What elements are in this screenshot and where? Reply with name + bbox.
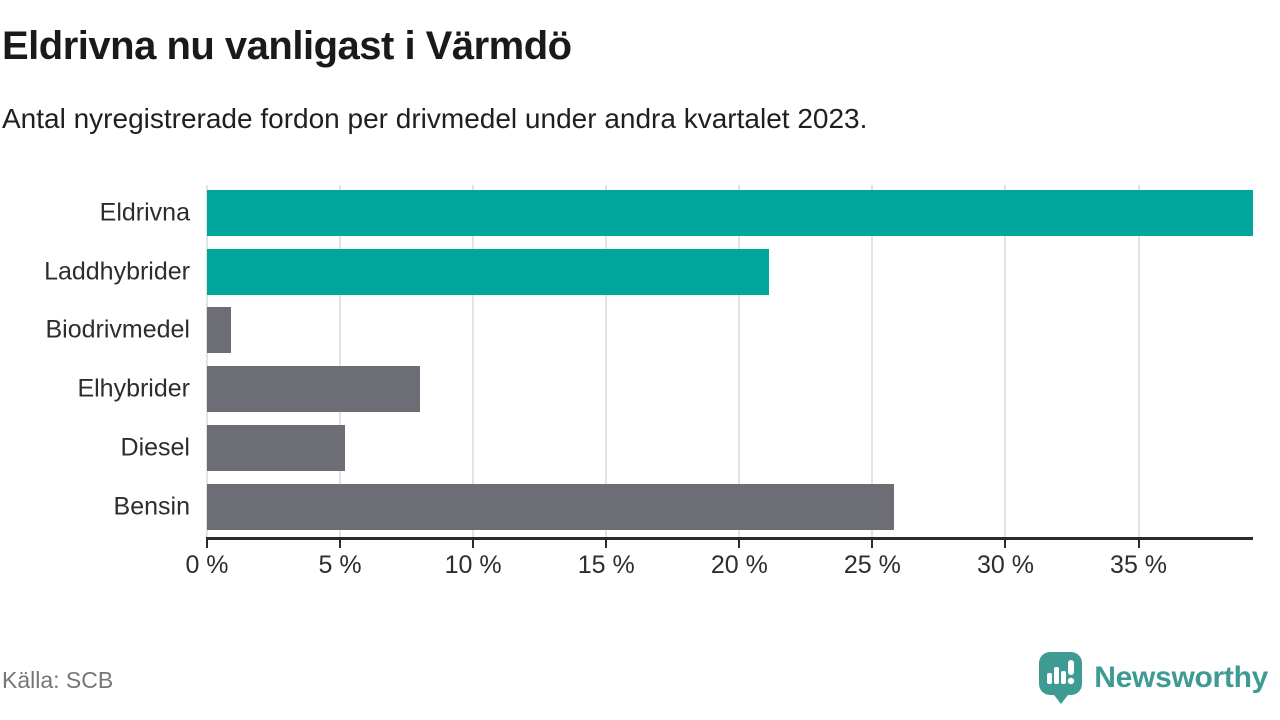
x-tick-label: 0 % bbox=[185, 551, 229, 579]
bar bbox=[207, 307, 231, 354]
category-label: Eldrivna bbox=[99, 198, 190, 227]
x-tick-label: 25 % bbox=[843, 551, 901, 579]
category-label: Bensin bbox=[113, 492, 190, 520]
axis-tick bbox=[472, 537, 475, 548]
grid-line bbox=[1137, 185, 1140, 537]
grid-line bbox=[871, 185, 874, 537]
x-tick-label: 20 % bbox=[710, 551, 768, 579]
source-credit: Källa: SCB bbox=[2, 667, 114, 693]
chart-subtitle: Antal nyregistrerade fordon per drivmede… bbox=[2, 103, 868, 134]
x-tick-label: 5 % bbox=[318, 551, 362, 579]
bar bbox=[207, 366, 420, 413]
x-axis-line bbox=[207, 537, 1253, 540]
category-label: Diesel bbox=[120, 433, 190, 462]
bar bbox=[207, 248, 769, 295]
bar bbox=[207, 483, 894, 530]
x-tick-label: 30 % bbox=[976, 551, 1034, 579]
x-tick-label: 10 % bbox=[444, 551, 502, 579]
axis-tick bbox=[1137, 537, 1140, 548]
newsworthy-wordmark: Newsworthy bbox=[1094, 661, 1268, 694]
axis-tick bbox=[738, 537, 741, 548]
grid-line bbox=[1004, 185, 1007, 537]
axis-tick bbox=[605, 537, 608, 548]
category-label: Elhybrider bbox=[77, 374, 190, 403]
chart-title: Eldrivna nu vanligast i Värmdö bbox=[2, 24, 572, 68]
axis-tick bbox=[206, 537, 208, 548]
grid-line bbox=[738, 185, 741, 537]
category-label: Laddhybrider bbox=[44, 257, 190, 286]
grid-line bbox=[339, 185, 342, 537]
grid-line bbox=[605, 185, 608, 537]
x-tick-label: 15 % bbox=[577, 551, 635, 579]
newsworthy-bubble-icon bbox=[1039, 651, 1083, 704]
bar bbox=[207, 424, 346, 471]
x-tick-label: 35 % bbox=[1110, 551, 1168, 579]
newsworthy-logo: Newsworthy bbox=[1038, 650, 1268, 706]
axis-tick bbox=[1004, 537, 1007, 548]
grid-line bbox=[472, 185, 475, 537]
bar bbox=[207, 190, 1253, 236]
axis-tick bbox=[871, 537, 874, 548]
axis-tick bbox=[339, 537, 342, 548]
category-label: Biodrivmedel bbox=[45, 315, 190, 344]
grid-line bbox=[206, 185, 208, 537]
